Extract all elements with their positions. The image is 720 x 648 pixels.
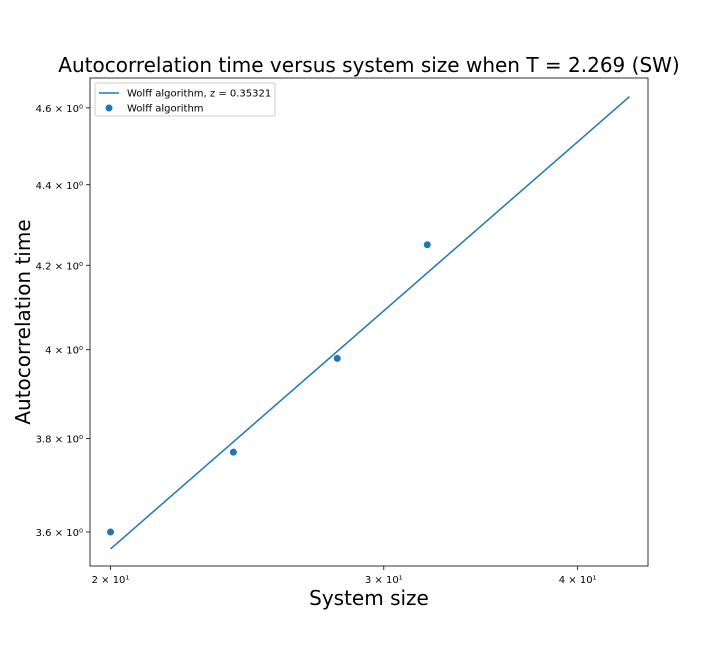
y-tick-label-5: 4.6 × 10⁰ xyxy=(36,104,83,115)
data-point-2 xyxy=(333,354,341,362)
x-tick-label-2: 4 × 10¹ xyxy=(559,575,597,586)
data-point-1 xyxy=(229,448,237,456)
x-tick-label-1: 3 × 10¹ xyxy=(365,575,403,586)
legend-box xyxy=(94,82,276,117)
y-axis-label: Autocorrelation time xyxy=(11,219,35,424)
legend-label-0: Wolff algorithm, z = 0.35321 xyxy=(127,89,271,100)
x-tick-label-0: 2 × 10¹ xyxy=(92,575,130,586)
chart-title: Autocorrelation time versus system size … xyxy=(58,53,679,77)
legend-label-1: Wolff algorithm xyxy=(127,104,204,115)
y-tick-label-2: 4 × 10⁰ xyxy=(45,346,83,357)
legend-point-marker xyxy=(105,104,113,112)
plot-area xyxy=(89,77,649,567)
x-axis: 2 × 10¹ 3 × 10¹ 4 × 10¹ xyxy=(92,566,597,586)
x-axis-label: System size xyxy=(309,586,429,610)
y-tick-label-0: 3.6 × 10⁰ xyxy=(36,528,83,539)
y-axis: 3.6 × 10⁰ 3.8 × 10⁰ 4 × 10⁰ 4.2 × 10⁰ 4.4 × … xyxy=(36,104,90,539)
fit-line xyxy=(110,96,631,550)
series-layer xyxy=(107,96,631,550)
data-point-0 xyxy=(107,528,115,536)
y-tick-label-4: 4.4 × 10⁰ xyxy=(36,181,83,192)
data-point-3 xyxy=(423,241,431,249)
legend: Wolff algorithm, z = 0.35321 Wolff algori… xyxy=(94,82,276,117)
y-tick-label-1: 3.8 × 10⁰ xyxy=(36,434,83,445)
y-tick-label-3: 4.2 × 10⁰ xyxy=(36,261,83,272)
